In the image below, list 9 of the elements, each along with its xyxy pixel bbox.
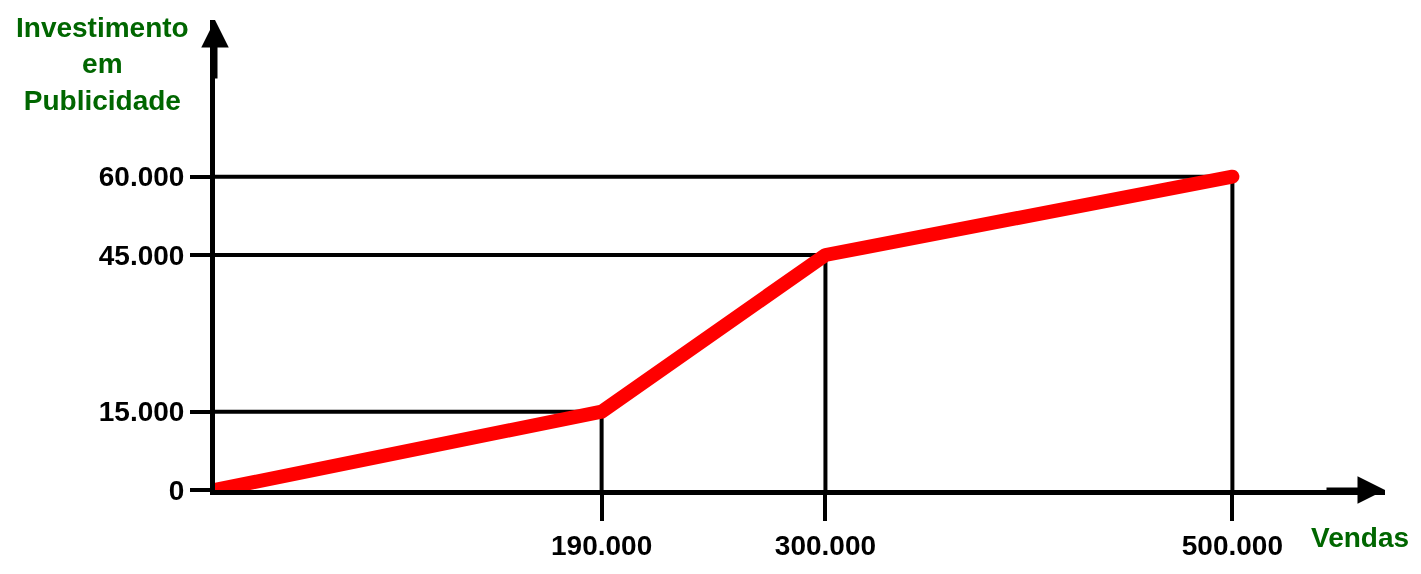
- y-tick-label: 45.000: [98, 239, 185, 271]
- x-tick-label: 190.000: [551, 529, 653, 561]
- x-tick-label: 500.000: [1181, 529, 1283, 561]
- x-axis-title: Vendas: [1311, 522, 1410, 553]
- y-axis-title: Investimento em Publicidade: [16, 12, 189, 116]
- y-tick-label: 15.000: [98, 396, 185, 428]
- y-tick-label: 60.000: [98, 161, 185, 193]
- y-tick-label: 0: [168, 474, 185, 506]
- x-tick-label: 300.000: [774, 529, 877, 561]
